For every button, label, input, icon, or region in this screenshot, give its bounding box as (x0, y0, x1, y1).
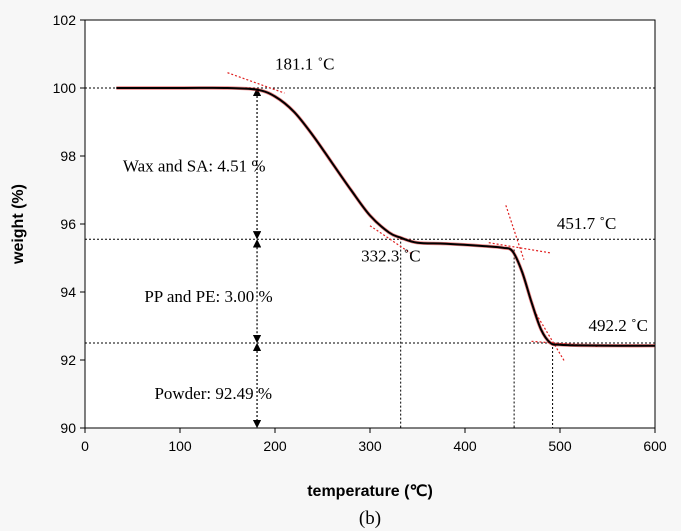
x-tick-label: 500 (548, 438, 572, 454)
x-tick-label: 600 (643, 438, 667, 454)
y-tick-label: 94 (60, 284, 76, 300)
figure-caption: (b) (359, 508, 381, 529)
x-tick-label: 0 (81, 438, 89, 454)
onset-tangent-line (488, 242, 551, 254)
onset-label: 181.1 ˚C (275, 54, 335, 73)
onset-tangent-line (369, 225, 414, 256)
onset-label: 492.2 ˚C (589, 316, 649, 335)
onset-label: 332.3 ˚C (361, 246, 421, 265)
onset-tangent-line (505, 205, 525, 260)
y-tick-label: 92 (60, 352, 76, 368)
step-label: Wax and SA: 4.51 % (123, 156, 266, 175)
x-tick-label: 400 (453, 438, 477, 454)
x-tick-label: 200 (263, 438, 287, 454)
x-tick-label: 300 (358, 438, 382, 454)
step-label: Powder: 92.49 % (154, 384, 272, 403)
y-tick-label: 102 (53, 12, 77, 28)
y-tick-label: 98 (60, 148, 76, 164)
y-tick-label: 90 (60, 420, 76, 436)
y-axis-title: weight (%) (10, 184, 27, 265)
x-tick-label: 100 (168, 438, 192, 454)
step-label: PP and PE: 3.00 % (144, 287, 272, 306)
onset-label: 451.7 ˚C (557, 214, 617, 233)
y-tick-label: 100 (53, 80, 77, 96)
y-tick-label: 96 (60, 216, 76, 232)
weight-curve (116, 86, 656, 347)
onset-tangent-line (535, 313, 566, 363)
x-axis-title: temperature (℃) (307, 483, 433, 500)
